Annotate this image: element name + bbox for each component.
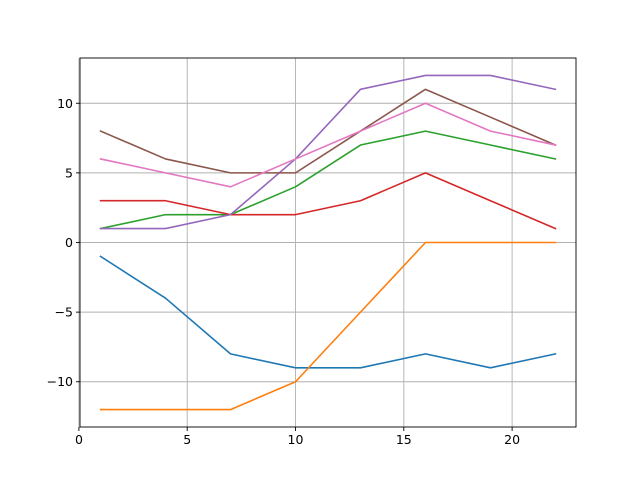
y-tick-label: −5 (55, 305, 73, 320)
series-line-4 (99, 172, 557, 230)
y-tick-label: 0 (65, 235, 73, 250)
series-line-5 (99, 74, 557, 230)
x-tick-label: 20 (504, 432, 520, 447)
series-line-7 (99, 102, 557, 188)
series-line-2 (99, 241, 557, 411)
x-axis: 0 5 10 15 20 (75, 427, 520, 447)
x-tick-label: 5 (183, 432, 191, 447)
series-lines (99, 74, 557, 411)
y-tick-label: 5 (65, 165, 73, 180)
y-tick-label: 10 (57, 96, 73, 111)
y-axis: −10 −5 0 5 10 (47, 96, 80, 389)
series-line-1 (99, 255, 557, 369)
series-line-3 (99, 130, 557, 230)
x-tick-label: 0 (75, 432, 83, 447)
x-tick-label: 15 (396, 432, 412, 447)
y-tick-label: −10 (47, 374, 73, 389)
series-line-6 (99, 88, 557, 174)
x-tick-label: 10 (288, 432, 304, 447)
